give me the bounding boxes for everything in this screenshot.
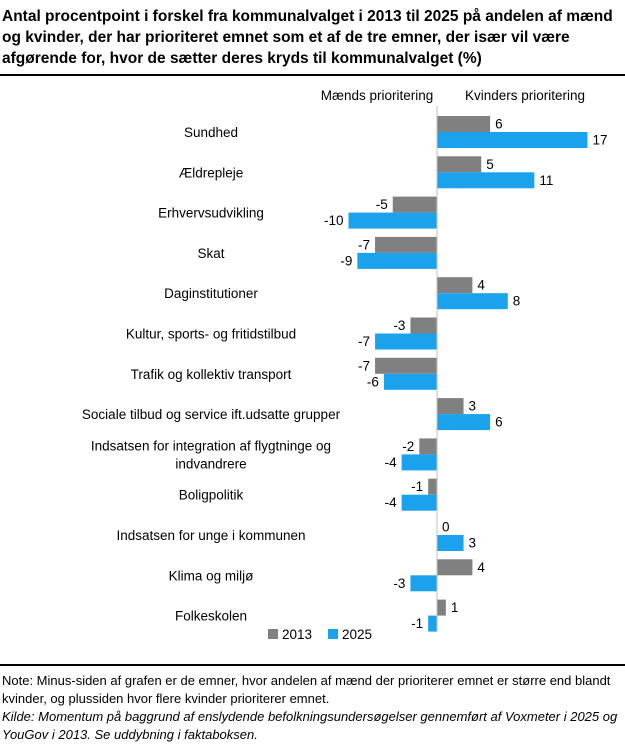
category-label: Erhvervsudvikling — [158, 206, 264, 221]
chart-title: Antal procentpoint i forskel fra kommuna… — [2, 8, 613, 67]
value-label: 6 — [495, 117, 503, 132]
legend-label: 2025 — [342, 627, 372, 642]
value-label: -9 — [340, 253, 352, 268]
category-label: Klima og miljø — [169, 568, 254, 583]
bar-2025 — [437, 132, 588, 148]
value-label: 3 — [469, 536, 477, 551]
category-label: Folkeskolen — [175, 609, 247, 624]
value-label: -4 — [385, 495, 397, 510]
category-label: Boligpolitik — [179, 488, 244, 503]
value-label: 8 — [513, 294, 521, 309]
bar-2025 — [437, 414, 491, 431]
legend-swatch — [268, 629, 278, 639]
category-label: Sociale tilbud og service ift.udsatte gr… — [82, 407, 341, 422]
value-label: -3 — [393, 318, 405, 333]
bar-2013 — [419, 438, 437, 455]
bar-2025 — [410, 575, 437, 592]
value-label: -1 — [411, 479, 423, 494]
value-label: -7 — [358, 358, 370, 373]
bar-2025 — [437, 293, 508, 310]
bar-2025 — [401, 494, 437, 511]
category-label: Skat — [197, 246, 224, 261]
value-label: 0 — [442, 520, 450, 535]
header-women: Kvinders prioritering — [465, 88, 585, 103]
value-label: -1 — [411, 616, 423, 631]
value-label: -3 — [393, 576, 405, 591]
bar-2013 — [375, 357, 437, 374]
bar-2013 — [437, 277, 473, 294]
bar-2025 — [348, 212, 437, 229]
value-label: -2 — [402, 439, 414, 454]
bar-2013 — [437, 116, 491, 132]
legend-label: 2013 — [282, 627, 312, 642]
category-label: Daginstitutioner — [164, 286, 258, 301]
bar-2013 — [437, 398, 464, 415]
bar-2013 — [375, 236, 437, 253]
value-label: -7 — [358, 237, 370, 252]
bar-2013 — [437, 559, 473, 576]
chart-note: Note: Minus-siden af grafen er de emner,… — [2, 673, 611, 706]
bar-2013 — [428, 478, 437, 495]
value-label: 11 — [539, 173, 553, 188]
bar-2013 — [437, 599, 446, 616]
bar-2025 — [437, 535, 464, 551]
value-label: -10 — [324, 213, 344, 228]
value-label: 17 — [592, 133, 607, 148]
bar-2013 — [437, 156, 482, 173]
category-label: Indsatsen for unge i kommunen — [116, 528, 305, 543]
bar-2025 — [383, 373, 437, 390]
value-label: -5 — [376, 197, 388, 212]
value-label: 3 — [469, 399, 477, 414]
category-label: Sundhed — [184, 125, 238, 140]
value-label: -7 — [358, 334, 370, 349]
value-label: 6 — [495, 415, 503, 430]
value-label: -4 — [385, 455, 397, 470]
bar-2025 — [357, 252, 437, 269]
header-men: Mænds prioritering — [321, 88, 434, 103]
value-label: 4 — [477, 560, 485, 575]
value-label: 4 — [477, 278, 485, 293]
category-label: Ældrepleje — [179, 165, 244, 180]
bar-2025 — [401, 454, 437, 471]
chart-source: Kilde: Momentum på baggrund af enslydend… — [2, 709, 618, 742]
value-label: 1 — [451, 600, 459, 615]
value-label: 5 — [486, 157, 494, 172]
bottom-divider — [0, 664, 625, 666]
category-label: Kultur, sports- og fritidstilbud — [126, 327, 296, 342]
bar-2025 — [437, 172, 535, 189]
bar-2013 — [410, 317, 437, 334]
bar-2025 — [428, 615, 437, 632]
bar-2025 — [375, 333, 437, 350]
bar-2013 — [392, 196, 437, 213]
top-divider — [0, 74, 625, 76]
category-label: Trafik og kollektiv transport — [131, 367, 292, 382]
value-label: -6 — [367, 374, 379, 389]
category-label: Indsatsen for integration af flygtninge … — [91, 438, 331, 471]
legend-swatch — [328, 629, 338, 639]
bar-chart: Mænds prioritering Kvinders prioritering… — [82, 88, 608, 642]
